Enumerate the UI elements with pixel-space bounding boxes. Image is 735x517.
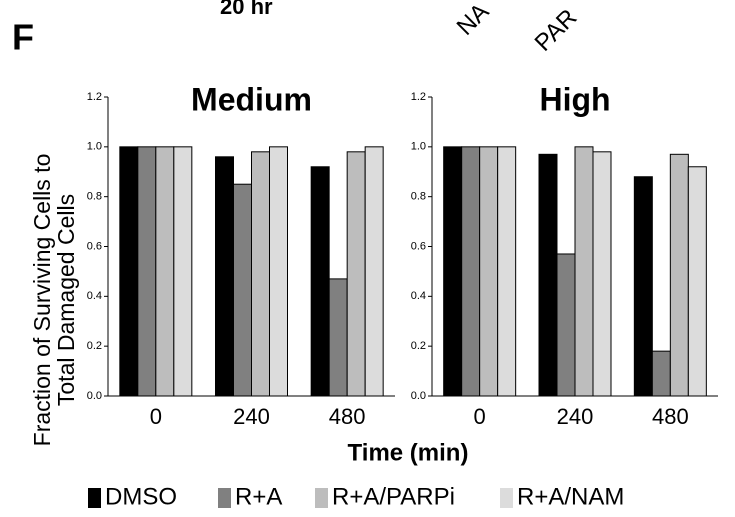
x-tick-label: 480	[329, 404, 366, 429]
header-text: NA	[452, 0, 495, 41]
header-text: PAR	[530, 4, 583, 57]
legend-label: DMSO	[105, 483, 177, 510]
y-tick-label: 0.8	[411, 191, 426, 203]
legend-label: R+A	[235, 483, 282, 510]
legend-label: R+A/PARPi	[332, 483, 455, 510]
x-axis-label: Time (min)	[348, 439, 469, 466]
bar	[479, 146, 499, 397]
legend-swatch	[218, 488, 231, 508]
y-tick-label: 0.8	[87, 191, 102, 203]
bar	[443, 146, 463, 397]
y-tick-label: 0.6	[411, 240, 426, 252]
bar	[269, 146, 288, 397]
x-tick-label: 0	[474, 404, 486, 429]
bar	[173, 146, 193, 397]
chart-title: Medium	[191, 81, 312, 117]
bar	[592, 151, 612, 397]
bar	[669, 153, 689, 397]
bar	[497, 146, 517, 397]
y-tick-label: 0.2	[411, 340, 426, 352]
y-tick-label: 1.0	[87, 141, 102, 153]
bar	[251, 151, 270, 397]
bar	[328, 278, 348, 397]
legend-swatch	[315, 488, 328, 508]
bar	[556, 253, 576, 397]
legend-swatch	[500, 488, 513, 508]
legend-label: R+A/NAM	[517, 483, 624, 510]
x-tick-label: 240	[233, 404, 270, 429]
y-tick-label: 0.0	[87, 390, 102, 402]
chart-title: High	[539, 81, 610, 117]
legend-swatch	[88, 488, 101, 508]
bar	[233, 183, 252, 397]
x-tick-label: 0	[150, 404, 162, 429]
bar	[461, 146, 481, 397]
bar	[574, 146, 594, 397]
bar	[687, 166, 707, 397]
x-tick-label: 240	[557, 404, 594, 429]
header-text: 20 hr	[220, 0, 273, 19]
y-tick-label: 1.2	[87, 91, 102, 103]
bar	[215, 156, 234, 397]
bar	[364, 146, 384, 397]
bar	[633, 176, 653, 397]
bar	[651, 350, 671, 397]
y-tick-label: 1.2	[411, 91, 426, 103]
y-tick-label: 0.4	[411, 290, 426, 302]
bar	[310, 166, 330, 397]
y-tick-label: 0.0	[411, 390, 426, 402]
y-tick-label: 0.4	[87, 290, 102, 302]
x-tick-label: 480	[652, 404, 689, 429]
y-tick-label: 0.6	[87, 240, 102, 252]
y-tick-label: 0.2	[87, 340, 102, 352]
y-axis-label: Total Damaged Cells	[53, 194, 79, 406]
bar	[137, 146, 157, 397]
panel-label: F	[12, 17, 34, 58]
y-axis-label: Fraction of Surviving Cells to	[29, 154, 55, 447]
y-tick-label: 1.0	[411, 141, 426, 153]
bar	[538, 153, 558, 397]
bar	[346, 151, 366, 397]
bar	[155, 146, 175, 397]
bar	[119, 146, 139, 397]
